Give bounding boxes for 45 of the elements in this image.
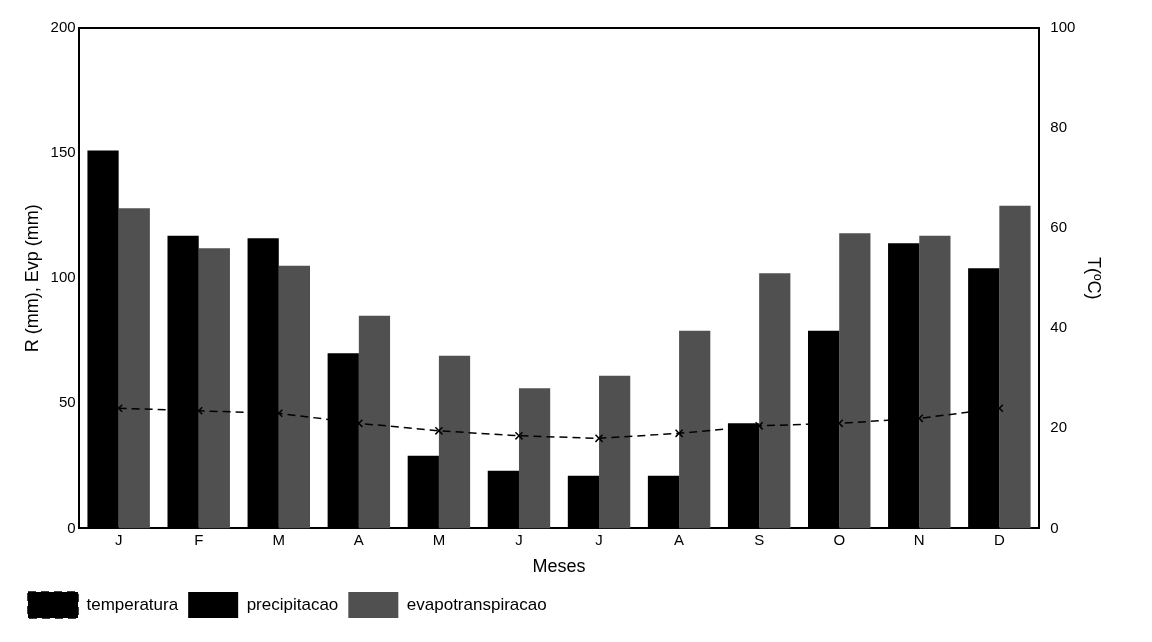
bar	[839, 233, 871, 529]
y2-tick-label: 0	[1050, 518, 1059, 536]
y-axis-title: R (mm), Evp (mm)	[21, 204, 42, 353]
x-tick-label: N	[913, 530, 925, 548]
legend-label: temperatura	[86, 594, 179, 614]
bar	[599, 375, 631, 529]
bar	[919, 235, 951, 529]
legend-label: precipitacao	[246, 594, 339, 614]
point	[434, 426, 444, 436]
x-axis-title: Meses	[532, 556, 586, 577]
legend-label: evapotranspiracao	[406, 594, 547, 614]
y-tick-label: 50	[58, 393, 76, 411]
x-tick-label: A	[353, 530, 364, 548]
bar	[679, 330, 711, 529]
x-tick-label: J	[114, 530, 123, 548]
x-tick-label: J	[515, 530, 523, 548]
x-tick-label: D	[993, 530, 1005, 548]
bar	[438, 355, 471, 529]
bar	[759, 273, 791, 529]
point	[674, 429, 684, 438]
x-tick-label: M	[432, 530, 446, 548]
y2-tick-label: 60	[1050, 218, 1068, 236]
bar	[358, 315, 391, 529]
y2-tick-label: 100	[1050, 18, 1076, 36]
y-tick-label: 0	[67, 518, 76, 536]
y2-axis-title: T(ºC)	[1084, 256, 1105, 300]
x-tick-label: S	[754, 530, 765, 548]
x-tick-label: M	[272, 530, 286, 548]
y2-tick-label: 40	[1050, 318, 1068, 336]
point	[514, 431, 524, 441]
x-tick-label: F	[194, 530, 204, 548]
y2-tick-label: 20	[1050, 418, 1068, 436]
x-tick-label: J	[595, 530, 603, 548]
point	[594, 434, 604, 443]
y-tick-label: 100	[50, 268, 76, 286]
bar	[198, 248, 230, 529]
bar	[278, 265, 311, 529]
bar	[518, 388, 551, 529]
x-tick-label: A	[674, 530, 685, 548]
y2-tick-label: 80	[1050, 118, 1068, 136]
x-tick-label: O	[833, 530, 846, 548]
bar	[118, 208, 150, 529]
y-tick-label: 200	[50, 18, 76, 36]
y-tick-label: 150	[50, 143, 76, 161]
bar	[999, 205, 1031, 529]
